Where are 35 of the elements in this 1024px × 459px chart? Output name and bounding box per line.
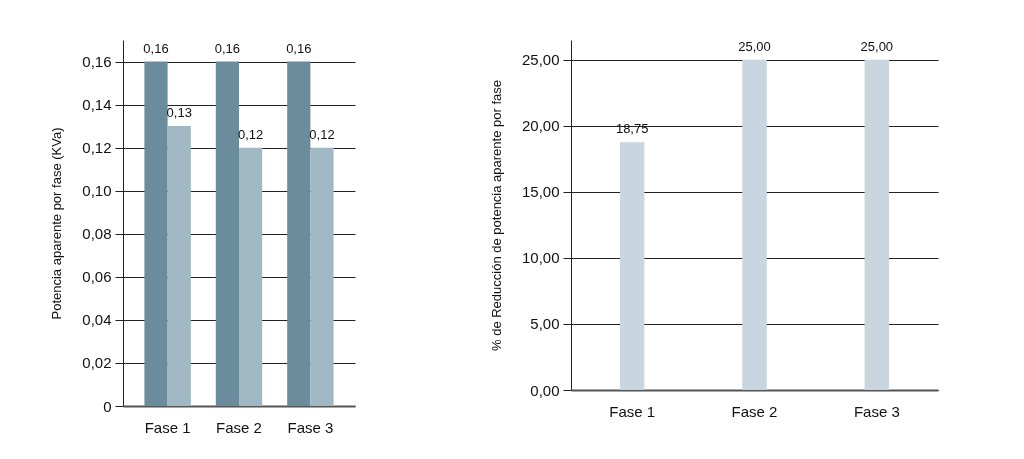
x-tick-label: Fase 1 <box>144 418 191 436</box>
y-axis-title: Potencia aparente por fase (KVa) <box>49 127 65 320</box>
data-label: 0,13 <box>166 105 192 121</box>
y-tick-label: 0,00 <box>530 381 560 399</box>
data-label: 0,16 <box>214 40 241 56</box>
y-tick-label: 5,00 <box>530 315 560 333</box>
data-label: 25,00 <box>860 38 894 54</box>
data-label: 25,00 <box>738 38 771 54</box>
x-tick-label: Fase 2 <box>216 418 262 436</box>
x-tick-label: Fase 3 <box>287 418 334 436</box>
y-tick-label: 15,00 <box>521 183 560 201</box>
data-label: 0,16 <box>143 40 169 56</box>
y-tick-label: 0,12 <box>82 139 112 157</box>
bar <box>287 61 311 406</box>
data-label: 0,16 <box>286 40 312 56</box>
bar <box>310 147 334 406</box>
y-tick-label: 25,00 <box>521 51 560 69</box>
bar <box>167 126 191 406</box>
y-tick-label: 0,06 <box>82 268 112 286</box>
y-axis-title: % de Reducción de potencia aparente por fase <box>488 79 504 352</box>
y-tick-label: 0,14 <box>82 96 112 114</box>
bar <box>239 147 263 406</box>
y-tick-label: 0,02 <box>82 354 112 372</box>
y-tick-label: 0 <box>103 397 112 415</box>
y-tick-label: 0,04 <box>82 311 112 329</box>
y-tick-label: 20,00 <box>521 117 560 135</box>
bar <box>144 61 168 406</box>
x-tick-label: Fase 3 <box>853 402 900 420</box>
x-tick-label: Fase 1 <box>609 402 656 420</box>
y-tick-label: 0,16 <box>82 53 112 71</box>
bar <box>215 61 239 406</box>
x-tick-label: Fase 2 <box>731 402 778 420</box>
y-tick-label: 10,00 <box>521 249 560 267</box>
y-tick-label: 0,10 <box>82 182 112 200</box>
y-tick-label: 0,08 <box>82 225 112 243</box>
